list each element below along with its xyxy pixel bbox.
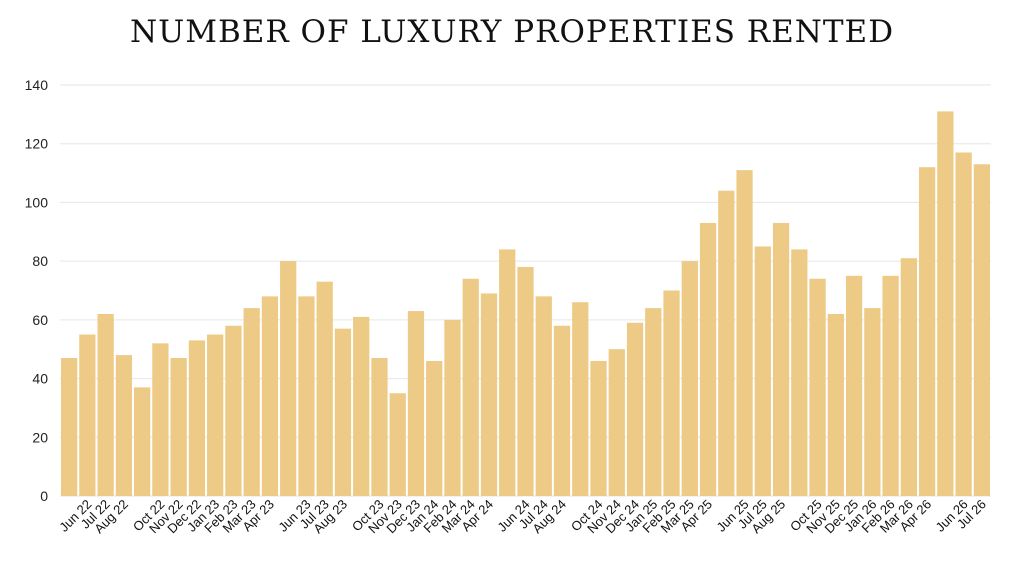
bar bbox=[663, 290, 680, 496]
y-tick-label: 20 bbox=[32, 429, 48, 445]
bar bbox=[316, 281, 333, 496]
bar bbox=[882, 275, 899, 496]
bar bbox=[864, 308, 881, 496]
bar bbox=[754, 246, 771, 496]
chart-title: NUMBER OF LUXURY PROPERTIES RENTED bbox=[129, 14, 895, 50]
bar bbox=[973, 164, 990, 496]
bar bbox=[900, 258, 917, 496]
bar bbox=[590, 360, 607, 496]
y-axis-ticks: 0 20 40 60 80 100 120 140 bbox=[25, 77, 49, 504]
bar bbox=[937, 111, 954, 497]
bar bbox=[79, 334, 96, 496]
bar bbox=[389, 393, 406, 496]
bar bbox=[353, 316, 370, 496]
bar bbox=[61, 358, 78, 496]
y-tick-label: 0 bbox=[40, 488, 48, 504]
bar bbox=[115, 355, 133, 496]
bar bbox=[772, 222, 790, 497]
y-tick-label: 80 bbox=[32, 253, 48, 269]
y-tick-label: 60 bbox=[32, 312, 48, 328]
bar bbox=[645, 308, 662, 496]
bar bbox=[918, 167, 936, 496]
bar bbox=[827, 313, 844, 496]
y-tick-label: 120 bbox=[25, 136, 49, 152]
bar bbox=[553, 325, 571, 496]
bar bbox=[371, 358, 388, 496]
bar bbox=[407, 311, 425, 496]
bar bbox=[626, 322, 644, 496]
bar bbox=[699, 222, 717, 497]
bar bbox=[207, 334, 224, 496]
bar bbox=[188, 340, 206, 496]
bar bbox=[572, 302, 589, 496]
bar bbox=[736, 170, 753, 496]
bar bbox=[152, 343, 169, 496]
bar bbox=[845, 275, 863, 496]
bar bbox=[334, 328, 352, 496]
bar bbox=[535, 296, 552, 496]
bar bbox=[280, 261, 297, 496]
bar bbox=[134, 387, 151, 496]
y-tick-label: 140 bbox=[25, 77, 49, 93]
bar bbox=[718, 190, 735, 496]
bar bbox=[298, 296, 315, 496]
bar bbox=[97, 313, 114, 496]
bar bbox=[681, 261, 698, 496]
bar bbox=[170, 358, 187, 496]
bar bbox=[243, 308, 260, 496]
bar bbox=[462, 278, 479, 496]
bar bbox=[809, 278, 826, 496]
bar bbox=[426, 360, 443, 496]
y-tick-label: 40 bbox=[32, 371, 48, 387]
bar bbox=[261, 296, 279, 496]
bar bbox=[955, 152, 972, 496]
bar bbox=[499, 249, 516, 496]
bar bbox=[517, 267, 534, 496]
y-tick-label: 100 bbox=[25, 194, 49, 210]
bar bbox=[480, 293, 498, 496]
bar bbox=[791, 249, 808, 496]
bar bbox=[444, 319, 461, 496]
bars bbox=[61, 111, 990, 497]
bar bbox=[225, 325, 242, 496]
bar bbox=[608, 349, 625, 496]
